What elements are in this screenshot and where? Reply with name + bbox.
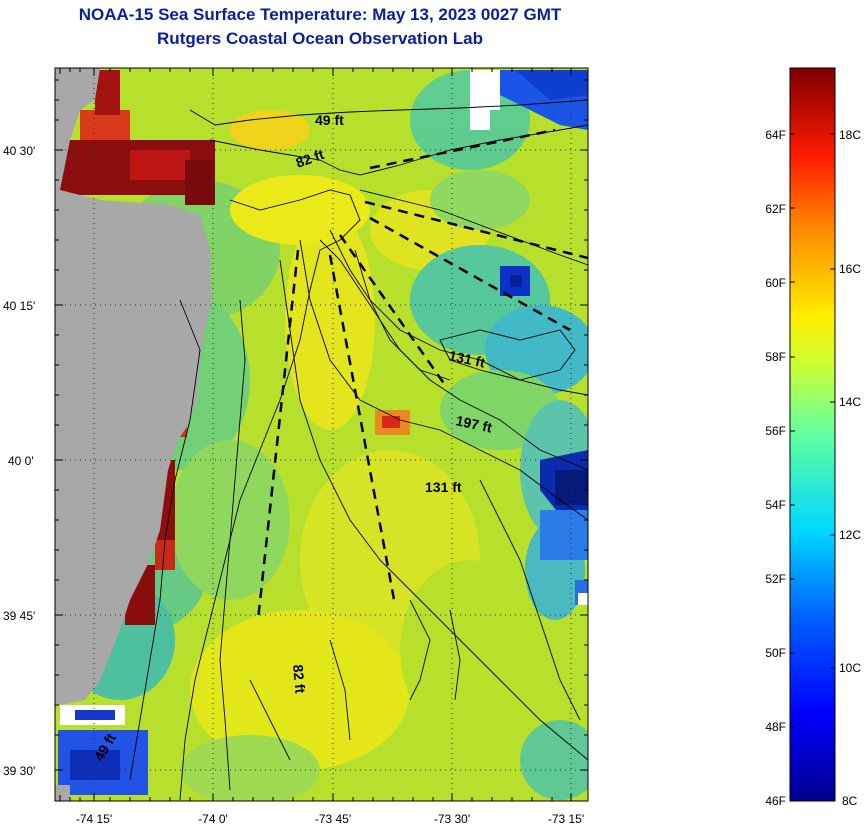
colorbar-label-50f: 50F [765,646,786,660]
depth-label-197ft: 197 ft [454,412,493,435]
colorbar-label-18c: 18C [839,128,861,142]
lon-label-73-15: -73 15' [548,812,584,826]
frame-ticks [55,68,588,801]
map-frame [54,67,589,802]
colorbar-ticks [790,133,835,728]
bathymetry-contours [129,99,588,801]
lon-label-74-0: -74 0' [198,812,228,826]
depth-label-131ft-mid: 131 ft [447,347,486,370]
colorbar-label-16c: 16C [839,262,861,276]
land-mass [55,68,212,705]
depth-label-131ft-south: 131 ft [425,479,462,495]
colorbar-label-12c: 12C [839,528,861,542]
colorbar-label-54f: 54F [765,498,786,512]
colorbar-label-58f: 58F [765,350,786,364]
depth-label-49ft-north: 49 ft [315,112,344,128]
colorbar-label-14c: 14C [839,395,861,409]
lon-label-73-45: -73 45' [315,812,351,826]
land-corner [55,785,70,801]
lat-label-40-0: 40 0' [8,454,34,468]
colorbar-label-64f: 64F [765,128,786,142]
depth-label-82ft-south: 82 ft [290,664,308,694]
lat-label-40-15: 40 15' [3,299,35,313]
map-subtitle: Rutgers Coastal Ocean Observation Lab [157,29,483,48]
sst-map: 49 ft 82 ft 131 ft 197 ft 131 ft 82 ft 4… [3,67,589,826]
colorbar-label-52f: 52F [765,572,786,586]
map-title: NOAA-15 Sea Surface Temperature: May 13,… [78,5,562,24]
temperature-colorbar: 64F 62F 60F 58F 56F 54F 52F 50F 48F 46F … [765,67,861,808]
colorbar-label-56f: 56F [765,424,786,438]
colorbar-gradient [789,67,836,802]
lon-label-74-15: -74 15' [76,812,112,826]
lon-label-73-30: -73 30' [434,812,470,826]
colorbar-label-60f: 60F [765,276,786,290]
lat-label-39-45: 39 45' [3,609,35,623]
lat-label-39-30: 39 30' [3,764,35,778]
dashed-transect-lines [256,128,588,621]
colorbar-label-62f: 62F [765,202,786,216]
lat-label-40-30: 40 30' [3,144,35,158]
colorbar-label-48f: 48F [765,720,786,734]
lat-lon-grid [55,68,588,801]
colorbar-label-10c: 10C [839,661,861,675]
colorbar-label-8c: 8C [842,794,858,808]
colorbar-label-46f: 46F [765,794,786,808]
